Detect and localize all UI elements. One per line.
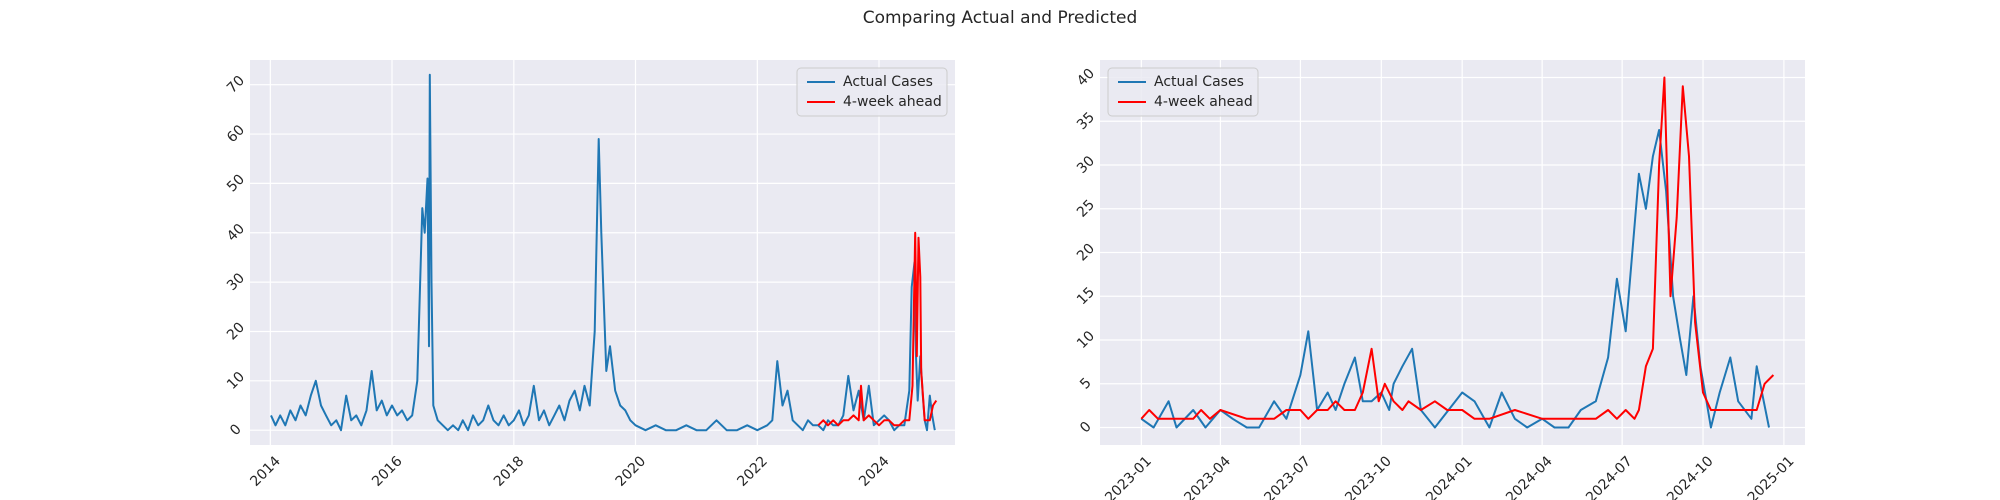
- x-tick-label: 2025-01: [1745, 453, 1798, 500]
- x-tick-label: 2022: [734, 453, 771, 490]
- legend-box: [796, 67, 948, 117]
- y-tick-label: 60: [224, 122, 248, 146]
- series-line-actual-cases: [270, 73, 936, 432]
- legend: Actual Cases 4-week ahead: [1107, 67, 1259, 117]
- x-tick-label: 2023-07: [1261, 453, 1314, 500]
- y-tick-label: 50: [224, 171, 248, 195]
- legend-label: 4-week ahead: [1154, 94, 1253, 110]
- series-line-4-week-ahead: [1140, 76, 1775, 420]
- y-tick-label: 0: [227, 421, 245, 439]
- figure-title: Comparing Actual and Predicted: [862, 8, 1138, 28]
- y-tick-label: 30: [1074, 153, 1098, 177]
- y-tick-label: 40: [1074, 66, 1098, 90]
- legend-box: [1107, 67, 1259, 117]
- y-tick-label: 10: [224, 369, 248, 393]
- y-tick-label: 20: [224, 320, 248, 344]
- x-tick-label: 2020: [613, 453, 650, 490]
- y-tick-label: 15: [1074, 284, 1098, 308]
- x-tick-label: 2024: [856, 453, 893, 490]
- x-tick-label: 2024-07: [1583, 453, 1636, 500]
- legend-label: Actual Cases: [843, 74, 933, 90]
- x-tick-label: 2024-04: [1503, 453, 1556, 500]
- chart-1: 0 10 20 30 40 50 60 70 2014 2016 2018 2020 2022 2024 A…: [224, 60, 955, 490]
- legend-label: 4-week ahead: [843, 94, 942, 110]
- x-tick-label: 2014: [247, 453, 284, 490]
- series-line-actual-cases: [1140, 129, 1770, 429]
- y-tick-label: 25: [1074, 197, 1098, 221]
- y-tick-label: 40: [224, 221, 248, 245]
- y-tick-label: 30: [224, 270, 248, 294]
- y-tick-label: 35: [1074, 109, 1098, 133]
- series-line-4-week-ahead: [817, 231, 938, 427]
- legend: Actual Cases 4-week ahead: [796, 67, 948, 117]
- legend-label: Actual Cases: [1154, 74, 1244, 90]
- y-tick-label: 10: [1074, 328, 1098, 352]
- x-tick-label: 2023-04: [1181, 453, 1234, 500]
- x-tick-label: 2016: [369, 453, 406, 490]
- y-tick-label: 20: [1074, 241, 1098, 265]
- x-tick-label: 2023-10: [1342, 453, 1395, 500]
- x-tick-label: 2023-01: [1102, 453, 1155, 500]
- chart-2: 0 5 10 15 20 25 30 35 40 2023-01 2023-04 2023-07 202…: [1074, 60, 1805, 500]
- x-tick-label: 2024-10: [1664, 453, 1717, 500]
- x-tick-label: 2018: [491, 453, 528, 490]
- x-tick-label: 2024-01: [1423, 453, 1476, 500]
- y-tick-label: 0: [1077, 419, 1095, 437]
- y-tick-label: 70: [224, 73, 248, 97]
- y-tick-label: 5: [1077, 375, 1095, 393]
